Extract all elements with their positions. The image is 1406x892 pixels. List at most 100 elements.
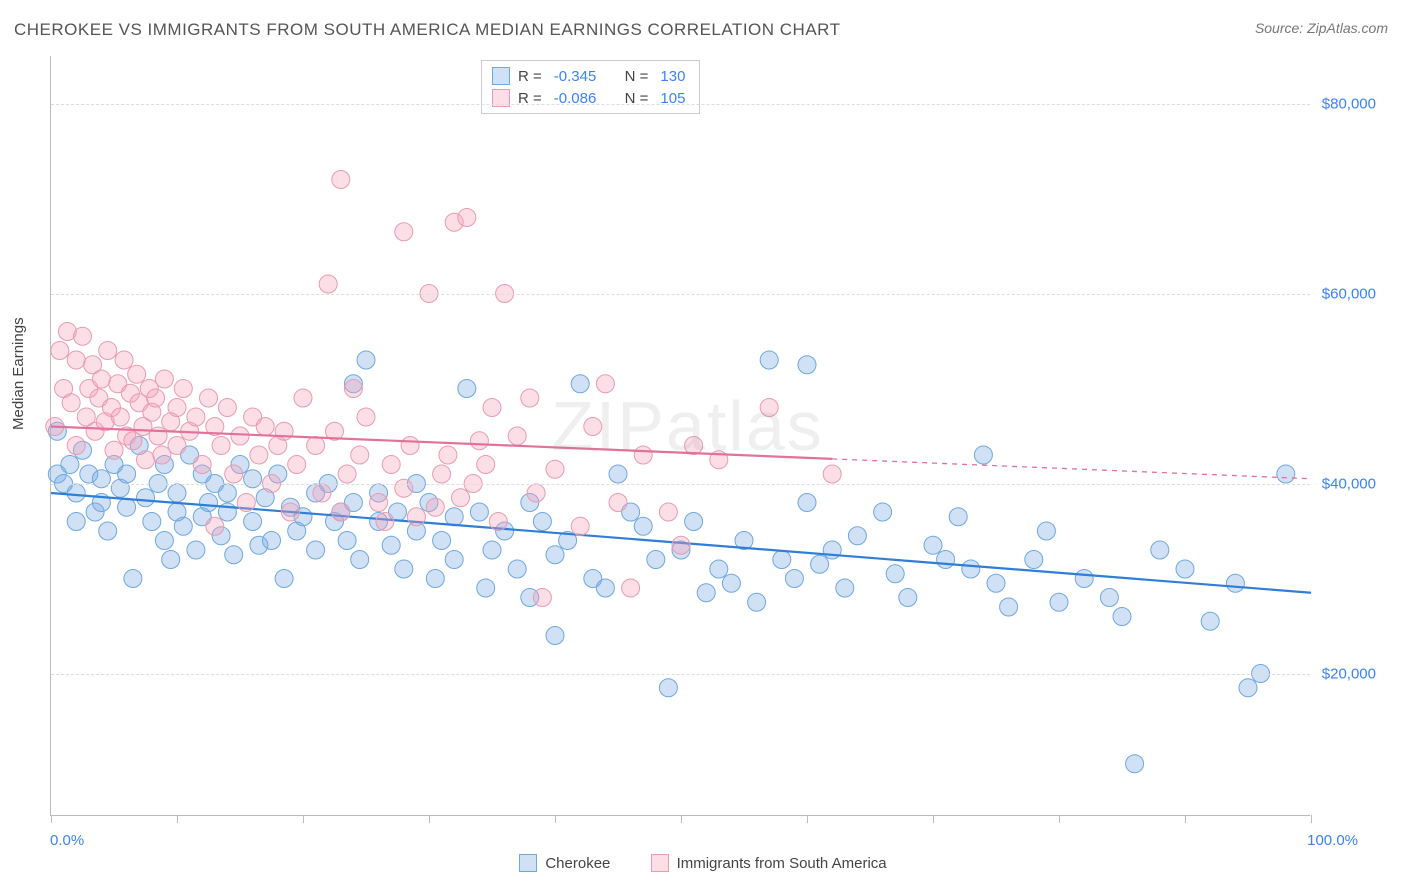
scatter-point <box>382 456 400 474</box>
y-tick-label: $20,000 <box>1322 665 1376 682</box>
scatter-point <box>338 532 356 550</box>
source-attribution: Source: ZipAtlas.com <box>1255 20 1388 36</box>
scatter-point <box>672 536 690 554</box>
scatter-point <box>92 370 110 388</box>
scatter-point <box>489 513 507 531</box>
scatter-point <box>546 627 564 645</box>
scatter-point <box>1226 574 1244 592</box>
scatter-point <box>647 551 665 569</box>
scatter-point <box>1239 679 1257 697</box>
scatter-point <box>200 389 218 407</box>
scatter-point <box>609 465 627 483</box>
scatter-point <box>187 408 205 426</box>
scatter-point <box>773 551 791 569</box>
scatter-point <box>571 517 589 535</box>
scatter-point <box>218 399 236 417</box>
scatter-point <box>533 513 551 531</box>
scatter-point <box>974 446 992 464</box>
scatter-point <box>105 441 123 459</box>
n-label: N = <box>625 68 649 85</box>
scatter-point <box>659 679 677 697</box>
scatter-point <box>395 479 413 497</box>
scatter-point <box>344 380 362 398</box>
scatter-point <box>263 532 281 550</box>
scatter-point <box>137 489 155 507</box>
scatter-point <box>407 508 425 526</box>
scatter-point <box>250 446 268 464</box>
x-tick <box>1059 815 1060 823</box>
scatter-point <box>382 536 400 554</box>
scatter-point <box>1100 589 1118 607</box>
x-tick <box>429 815 430 823</box>
scatter-point <box>307 541 325 559</box>
x-tick <box>177 815 178 823</box>
x-tick <box>933 815 934 823</box>
scatter-point <box>798 494 816 512</box>
scatter-point <box>313 484 331 502</box>
scatter-point <box>874 503 892 521</box>
scatter-point <box>118 465 136 483</box>
scatter-point <box>1075 570 1093 588</box>
scatter-point <box>477 579 495 597</box>
scatter-point <box>395 223 413 241</box>
legend-label-2: Immigrants from South America <box>677 855 887 872</box>
swatch-series-1 <box>519 854 537 872</box>
n-value-1: 130 <box>660 68 685 85</box>
scatter-point <box>1050 593 1068 611</box>
swatch-series-2 <box>651 854 669 872</box>
scatter-point <box>206 517 224 535</box>
scatter-point <box>200 494 218 512</box>
scatter-point <box>115 351 133 369</box>
y-tick-label: $60,000 <box>1322 285 1376 302</box>
scatter-point <box>924 536 942 554</box>
scatter-point <box>811 555 829 573</box>
scatter-point <box>244 470 262 488</box>
x-tick <box>303 815 304 823</box>
scatter-point <box>62 394 80 412</box>
scatter-point <box>174 517 192 535</box>
scatter-point <box>357 351 375 369</box>
correlation-legend: R = -0.345 N = 130 R = -0.086 N = 105 <box>481 60 700 114</box>
scatter-point <box>237 494 255 512</box>
source-name: ZipAtlas.com <box>1307 20 1388 36</box>
scatter-point <box>445 508 463 526</box>
scatter-point <box>155 370 173 388</box>
scatter-point <box>452 489 470 507</box>
trend-line-extrapolated <box>832 459 1311 479</box>
scatter-point <box>634 446 652 464</box>
scatter-point <box>659 503 677 521</box>
y-tick-label: $80,000 <box>1322 95 1376 112</box>
scatter-point <box>477 456 495 474</box>
x-tick <box>1311 815 1312 823</box>
scatter-point <box>1025 551 1043 569</box>
scatter-point <box>187 541 205 559</box>
scatter-point <box>67 351 85 369</box>
scatter-point <box>61 456 79 474</box>
scatter-point <box>212 437 230 455</box>
y-axis-label: Median Earnings <box>10 317 27 430</box>
scatter-point <box>836 579 854 597</box>
scatter-point <box>281 503 299 521</box>
x-tick-end: 100.0% <box>1307 832 1358 849</box>
scatter-point <box>332 503 350 521</box>
scatter-point <box>111 408 129 426</box>
scatter-point <box>67 513 85 531</box>
scatter-point <box>1277 465 1295 483</box>
scatter-point <box>275 422 293 440</box>
scatter-point <box>470 432 488 450</box>
scatter-point <box>1037 522 1055 540</box>
scatter-point <box>155 532 173 550</box>
x-tick <box>807 815 808 823</box>
scatter-point <box>92 470 110 488</box>
scatter-point <box>168 399 186 417</box>
scatter-point <box>433 465 451 483</box>
scatter-point <box>99 522 117 540</box>
scatter-point <box>584 418 602 436</box>
scatter-point <box>332 171 350 189</box>
x-tick <box>51 815 52 823</box>
scatter-point <box>710 560 728 578</box>
scatter-point <box>351 551 369 569</box>
scatter-point <box>67 484 85 502</box>
gridline-h <box>51 674 1310 675</box>
scatter-point <box>218 484 236 502</box>
